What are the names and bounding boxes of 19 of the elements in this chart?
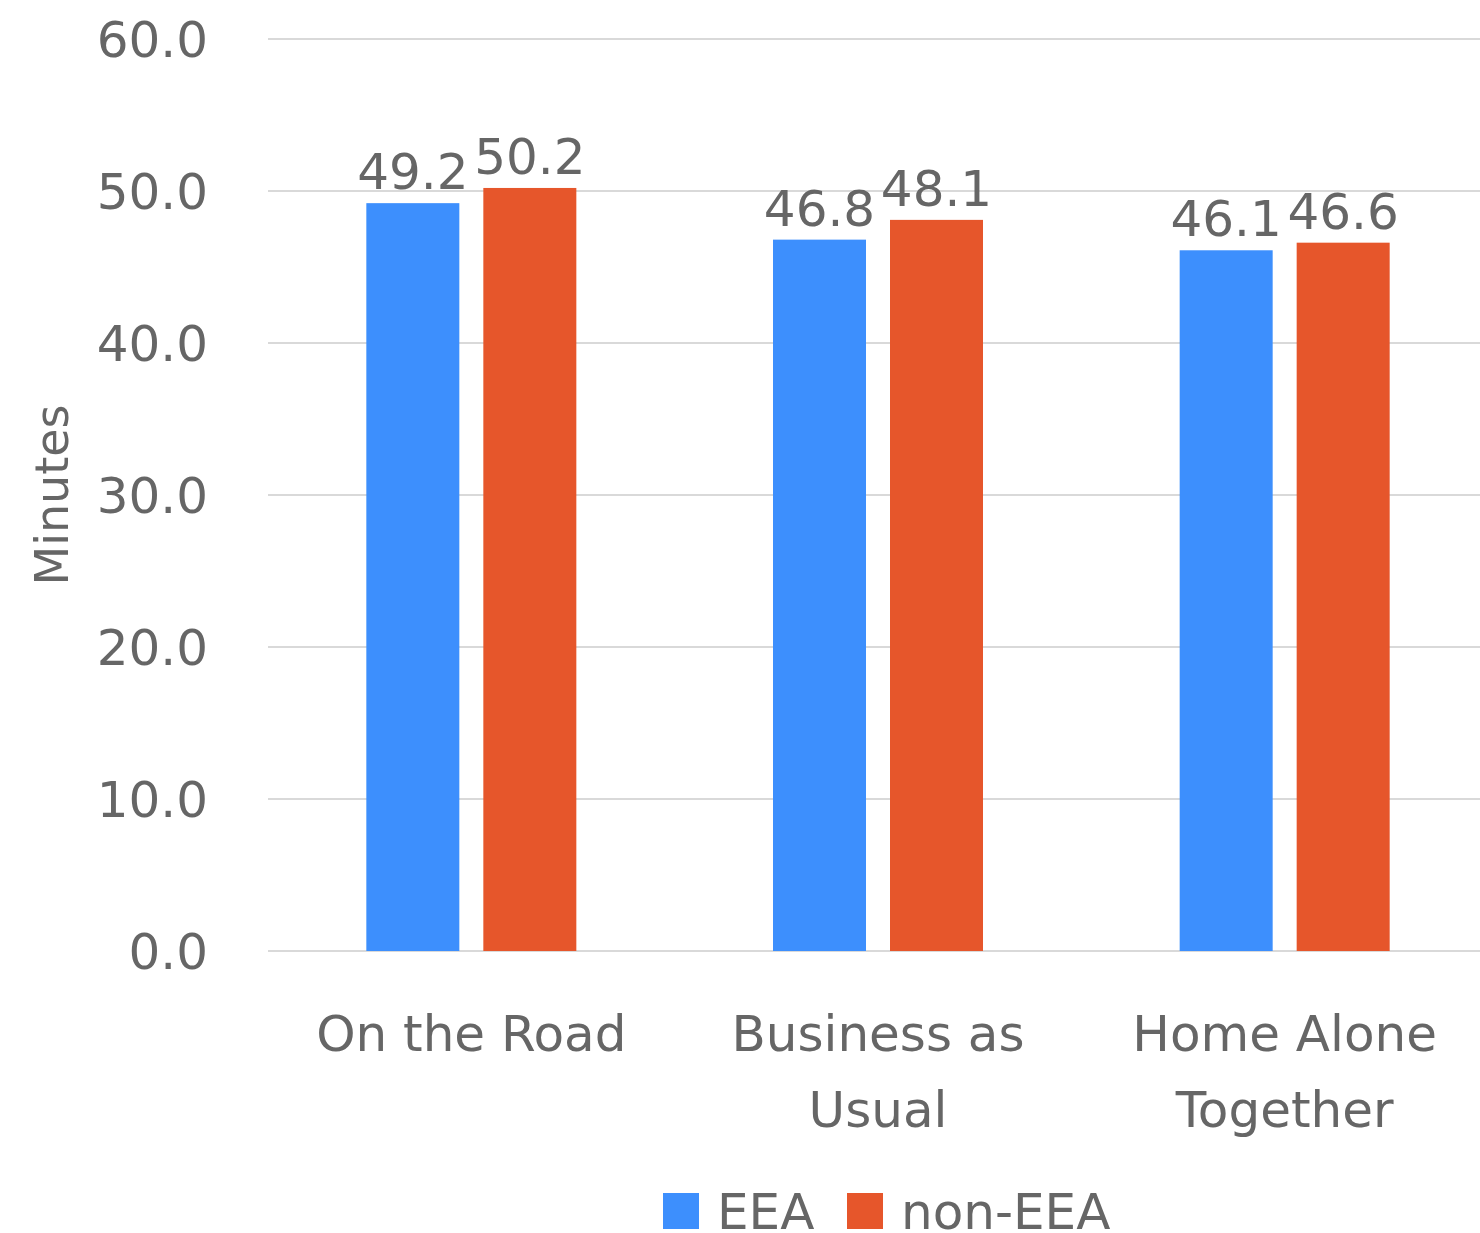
data-label: 46.1	[1170, 190, 1282, 249]
y-tick-label: 40.0	[96, 314, 208, 373]
x-tick-label: Business as Usual	[731, 1005, 1025, 1139]
y-axis-title: Minutes	[25, 404, 79, 586]
data-label: 49.2	[357, 143, 469, 202]
y-tick-label: 0.0	[128, 922, 208, 981]
y-tick-label: 30.0	[96, 466, 208, 525]
data-label: 48.1	[880, 159, 993, 218]
x-tick-label: On the Road	[316, 1005, 627, 1063]
y-tick-label: 20.0	[96, 618, 208, 677]
data-label: 46.8	[763, 179, 876, 238]
x-tick-label: Home Alone Together	[1132, 1005, 1438, 1139]
y-tick-label: 60.0	[96, 10, 208, 69]
legend-label: EEA	[717, 1182, 815, 1233]
y-tick-label: 10.0	[96, 770, 208, 829]
data-label: 50.2	[474, 127, 586, 186]
legend-label: non-EEA	[901, 1182, 1111, 1233]
y-tick-label: 50.0	[96, 162, 208, 221]
data-label: 46.6	[1287, 182, 1399, 241]
